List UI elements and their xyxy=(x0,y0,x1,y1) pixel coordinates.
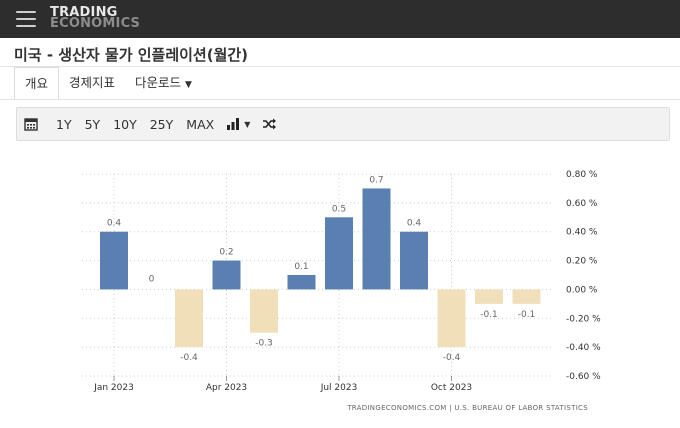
data-label: 0.7 xyxy=(369,175,383,185)
shuffle-icon[interactable] xyxy=(263,118,277,130)
y-tick-label: -0.40 % xyxy=(566,343,601,353)
tab-download-label: 다운로드 xyxy=(135,75,182,90)
data-label: -0.1 xyxy=(518,310,536,320)
chart-bar xyxy=(100,231,128,290)
range-10y-button[interactable]: 10Y xyxy=(113,116,137,132)
data-label: -0.4 xyxy=(443,353,461,363)
x-tick-label: Apr 2023 xyxy=(206,383,247,393)
tab-bar: 개요 경제지표 다운로드 ▼ xyxy=(14,67,202,100)
logo-line-2: ECONOMICS xyxy=(50,16,141,31)
chart-type-dropdown[interactable]: ▼ xyxy=(227,118,250,130)
divider xyxy=(0,66,680,67)
y-tick-label: 0.40 % xyxy=(566,228,598,238)
data-label: 0.1 xyxy=(294,262,308,272)
data-label: 0.2 xyxy=(219,248,233,258)
y-tick-label: -0.60 % xyxy=(566,372,601,382)
x-tick-label: Jul 2023 xyxy=(320,383,358,393)
tab-overview[interactable]: 개요 xyxy=(14,67,60,100)
divider xyxy=(0,99,680,100)
y-tick-label: 0.00 % xyxy=(566,285,598,295)
chart-bar xyxy=(437,289,466,348)
calendar-icon[interactable] xyxy=(24,117,38,131)
data-label: 0.5 xyxy=(332,204,346,214)
chart-bar xyxy=(287,275,316,290)
chart-bar xyxy=(212,260,241,290)
chart-bar xyxy=(512,289,541,304)
bar-chart-icon xyxy=(227,118,240,130)
caret-down-icon: ▼ xyxy=(185,80,192,90)
page-title: 미국 - 생산자 물가 인플레이션(월간) xyxy=(14,46,249,64)
chart-bar xyxy=(250,289,278,333)
tab-indicators[interactable]: 경제지표 xyxy=(59,67,125,100)
logo-line-1: TRADING xyxy=(50,5,118,20)
chart-bar xyxy=(175,289,203,348)
range-25y-button[interactable]: 25Y xyxy=(149,116,174,132)
tab-overview-label: 개요 xyxy=(25,76,49,91)
y-tick-label: 0.60 % xyxy=(566,199,598,209)
y-tick-label: 0.20 % xyxy=(566,257,598,267)
range-5y-button[interactable]: 5Y xyxy=(84,116,101,132)
caret-down-icon: ▼ xyxy=(244,119,251,129)
x-tick-label: Oct 2023 xyxy=(431,383,472,393)
chart-bar xyxy=(475,289,503,304)
data-label: 0.4 xyxy=(407,219,422,229)
data-label: -0.1 xyxy=(480,310,498,320)
x-tick-label: Jan 2023 xyxy=(93,383,134,393)
trading-economics-logo[interactable]: TRADING ECONOMICS xyxy=(50,5,141,31)
tab-indicators-label: 경제지표 xyxy=(69,75,116,90)
chart-bar xyxy=(325,217,353,290)
data-label: 0.4 xyxy=(107,219,122,229)
range-max-button[interactable]: MAX xyxy=(186,116,215,132)
chart-bar xyxy=(362,188,391,290)
y-tick-label: 0.80 % xyxy=(566,170,598,180)
chart-toolbar: 1Y 5Y 10Y 25Y MAX ▼ xyxy=(16,107,670,141)
data-label: -0.3 xyxy=(255,339,273,349)
bar-chart: 0.4 0 -0.4 0.2 -0.3 0.1 0.5 0.7 0.4 -0.4 -0.1 -0.1 0… xyxy=(82,170,601,412)
tab-download[interactable]: 다운로드 ▼ xyxy=(125,67,202,100)
chart-source: TRADINGECONOMICS.COM | U.S. BUREAU OF LA… xyxy=(346,404,588,412)
hamburger-menu-icon[interactable] xyxy=(16,11,36,27)
range-1y-button[interactable]: 1Y xyxy=(56,116,72,132)
top-navigation-bar: TRADING ECONOMICS xyxy=(0,0,680,38)
data-label: -0.4 xyxy=(180,353,198,363)
chart-bar xyxy=(400,231,428,290)
data-label: 0 xyxy=(149,274,155,284)
y-tick-label: -0.20 % xyxy=(566,314,601,324)
